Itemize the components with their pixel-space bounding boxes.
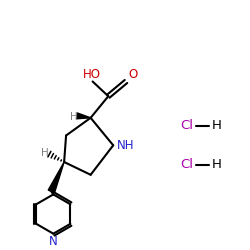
Text: H: H xyxy=(212,158,221,172)
Text: NH: NH xyxy=(117,139,135,152)
Text: HO: HO xyxy=(82,68,100,80)
Text: H: H xyxy=(70,112,78,122)
Text: H: H xyxy=(41,148,48,158)
Text: N: N xyxy=(49,235,58,248)
Text: O: O xyxy=(128,68,137,80)
Text: Cl: Cl xyxy=(181,158,194,172)
Text: Cl: Cl xyxy=(181,119,194,132)
Polygon shape xyxy=(48,162,64,193)
Polygon shape xyxy=(76,113,91,119)
Text: H: H xyxy=(212,119,221,132)
